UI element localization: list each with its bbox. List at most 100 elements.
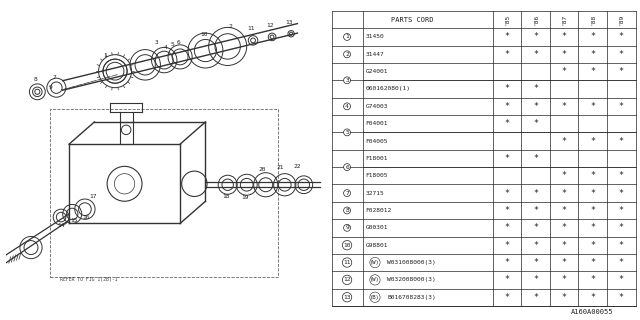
Text: *: * <box>562 188 566 198</box>
Text: 14: 14 <box>58 222 65 228</box>
Text: 10: 10 <box>343 243 351 248</box>
Text: G24001: G24001 <box>365 69 388 74</box>
Text: *: * <box>504 293 509 302</box>
Text: *: * <box>619 137 624 146</box>
Text: *: * <box>533 258 538 267</box>
Text: 6: 6 <box>345 164 349 170</box>
Text: 32715: 32715 <box>365 191 385 196</box>
Text: 4: 4 <box>164 45 168 50</box>
Text: 1: 1 <box>104 53 108 58</box>
Text: 20: 20 <box>259 167 266 172</box>
Text: *: * <box>590 102 595 111</box>
Text: *: * <box>619 32 624 41</box>
Text: *: * <box>504 154 509 163</box>
Text: W032008000(3): W032008000(3) <box>387 277 436 282</box>
Text: *: * <box>619 293 624 302</box>
Text: *: * <box>590 50 595 59</box>
Text: *: * <box>533 276 538 284</box>
Text: '88: '88 <box>590 14 595 25</box>
Text: *: * <box>533 293 538 302</box>
Text: 31450: 31450 <box>365 35 385 39</box>
Text: 9: 9 <box>48 84 52 90</box>
Text: 15: 15 <box>70 218 77 223</box>
Text: *: * <box>504 50 509 59</box>
Text: 5: 5 <box>345 130 349 135</box>
Text: *: * <box>504 206 509 215</box>
Text: G00301: G00301 <box>365 225 388 230</box>
Text: 16: 16 <box>83 215 90 220</box>
Text: *: * <box>590 206 595 215</box>
Text: '87: '87 <box>562 14 566 25</box>
Text: G74003: G74003 <box>365 104 388 109</box>
Text: *: * <box>533 84 538 93</box>
Text: *: * <box>533 102 538 111</box>
Text: 10: 10 <box>200 32 207 37</box>
Text: 18: 18 <box>222 194 230 199</box>
Text: 31447: 31447 <box>365 52 385 57</box>
Text: *: * <box>533 32 538 41</box>
Text: (W): (W) <box>370 277 380 282</box>
Text: *: * <box>619 258 624 267</box>
Text: *: * <box>619 50 624 59</box>
Text: 8: 8 <box>33 76 37 82</box>
Text: (W): (W) <box>370 260 380 265</box>
Text: *: * <box>619 67 624 76</box>
Text: *: * <box>590 32 595 41</box>
Text: '85: '85 <box>504 14 509 25</box>
Text: 11: 11 <box>248 26 255 31</box>
Text: *: * <box>562 102 566 111</box>
Text: 7: 7 <box>345 191 349 196</box>
Text: *: * <box>590 188 595 198</box>
Text: 1: 1 <box>345 35 349 39</box>
Text: '89: '89 <box>619 14 624 25</box>
Text: *: * <box>504 84 509 93</box>
Text: *: * <box>504 119 509 128</box>
Text: 6: 6 <box>177 40 180 45</box>
Text: REFER TO FIG 1(2B)-1: REFER TO FIG 1(2B)-1 <box>60 276 117 282</box>
Text: *: * <box>504 32 509 41</box>
Text: *: * <box>533 154 538 163</box>
Bar <box>50 109 278 277</box>
Text: *: * <box>504 223 509 232</box>
Text: *: * <box>504 276 509 284</box>
Text: *: * <box>619 223 624 232</box>
Text: 9: 9 <box>345 225 349 230</box>
Text: *: * <box>590 67 595 76</box>
Text: *: * <box>533 119 538 128</box>
Text: F04005: F04005 <box>365 139 388 144</box>
Text: *: * <box>562 276 566 284</box>
Text: *: * <box>504 258 509 267</box>
Text: *: * <box>590 293 595 302</box>
Text: *: * <box>590 223 595 232</box>
Text: *: * <box>533 50 538 59</box>
Text: B016708283(3): B016708283(3) <box>387 295 436 300</box>
Text: *: * <box>533 223 538 232</box>
Text: (B): (B) <box>370 295 380 300</box>
Text: A160A00055: A160A00055 <box>571 309 613 316</box>
Text: W031008000(3): W031008000(3) <box>387 260 436 265</box>
Text: 19: 19 <box>241 195 249 200</box>
Text: *: * <box>619 206 624 215</box>
Text: *: * <box>590 258 595 267</box>
Text: *: * <box>562 137 566 146</box>
Text: *: * <box>619 276 624 284</box>
Text: 060162080(1): 060162080(1) <box>365 86 411 92</box>
Text: 3: 3 <box>154 40 158 45</box>
Text: *: * <box>590 241 595 250</box>
Text: *: * <box>619 102 624 111</box>
Text: *: * <box>533 206 538 215</box>
Text: *: * <box>562 258 566 267</box>
Text: *: * <box>533 241 538 250</box>
Text: *: * <box>562 206 566 215</box>
Text: F04001: F04001 <box>365 121 388 126</box>
Text: 11: 11 <box>343 260 351 265</box>
Text: 12: 12 <box>343 277 351 282</box>
Text: *: * <box>562 293 566 302</box>
Text: *: * <box>504 102 509 111</box>
Text: 8: 8 <box>345 208 349 213</box>
Text: 22: 22 <box>294 164 301 169</box>
Text: *: * <box>590 137 595 146</box>
Text: 12: 12 <box>267 23 275 28</box>
Text: *: * <box>562 171 566 180</box>
Text: *: * <box>504 241 509 250</box>
